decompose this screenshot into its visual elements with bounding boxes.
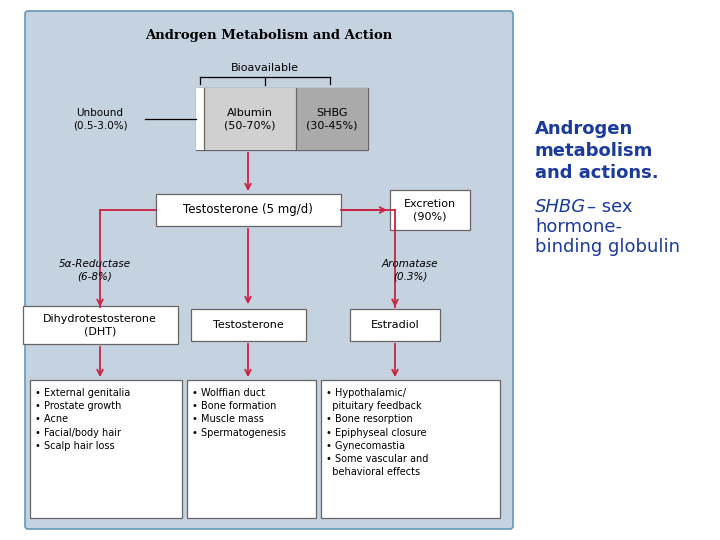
Text: 5α-Reductase
(6-8%): 5α-Reductase (6-8%) (59, 259, 131, 281)
FancyBboxPatch shape (196, 88, 368, 150)
Text: SHBG
(30-45%): SHBG (30-45%) (306, 107, 358, 130)
Text: • Hypothalamic/
  pituitary feedback
• Bone resorption
• Epiphyseal closure
• Gy: • Hypothalamic/ pituitary feedback • Bon… (326, 388, 428, 477)
Text: Estradiol: Estradiol (371, 320, 419, 330)
FancyBboxPatch shape (204, 88, 296, 150)
Text: – sex: – sex (587, 198, 632, 216)
Text: Excretion
(90%): Excretion (90%) (404, 199, 456, 221)
FancyBboxPatch shape (350, 309, 440, 341)
Text: Albumin
(50-70%): Albumin (50-70%) (224, 107, 276, 130)
Text: Androgen Metabolism and Action: Androgen Metabolism and Action (145, 30, 392, 43)
FancyBboxPatch shape (30, 380, 182, 518)
FancyBboxPatch shape (156, 194, 341, 226)
FancyBboxPatch shape (196, 88, 204, 150)
FancyBboxPatch shape (25, 11, 513, 529)
FancyBboxPatch shape (321, 380, 500, 518)
Text: Aromatase
(0.3%): Aromatase (0.3%) (382, 259, 438, 281)
Text: Testosterone: Testosterone (212, 320, 284, 330)
Text: Androgen
metabolism
and actions.: Androgen metabolism and actions. (535, 120, 659, 183)
Text: binding globulin: binding globulin (535, 238, 680, 256)
Text: Testosterone (5 mg/d): Testosterone (5 mg/d) (183, 204, 313, 217)
Text: hormone-: hormone- (535, 218, 622, 236)
FancyBboxPatch shape (187, 380, 316, 518)
FancyBboxPatch shape (296, 88, 368, 150)
FancyBboxPatch shape (191, 309, 305, 341)
FancyBboxPatch shape (22, 306, 178, 344)
Text: SHBG: SHBG (535, 198, 586, 216)
FancyBboxPatch shape (390, 190, 470, 230)
Text: • Wolffian duct
• Bone formation
• Muscle mass
• Spermatogenesis: • Wolffian duct • Bone formation • Muscl… (192, 388, 286, 437)
Text: Unbound
(0.5-3.0%): Unbound (0.5-3.0%) (73, 108, 127, 130)
Text: • External genitalia
• Prostate growth
• Acne
• Facial/body hair
• Scalp hair lo: • External genitalia • Prostate growth •… (35, 388, 130, 451)
Text: Bioavailable: Bioavailable (231, 63, 299, 73)
Text: Dihydrotestosterone
(DHT): Dihydrotestosterone (DHT) (43, 314, 157, 336)
